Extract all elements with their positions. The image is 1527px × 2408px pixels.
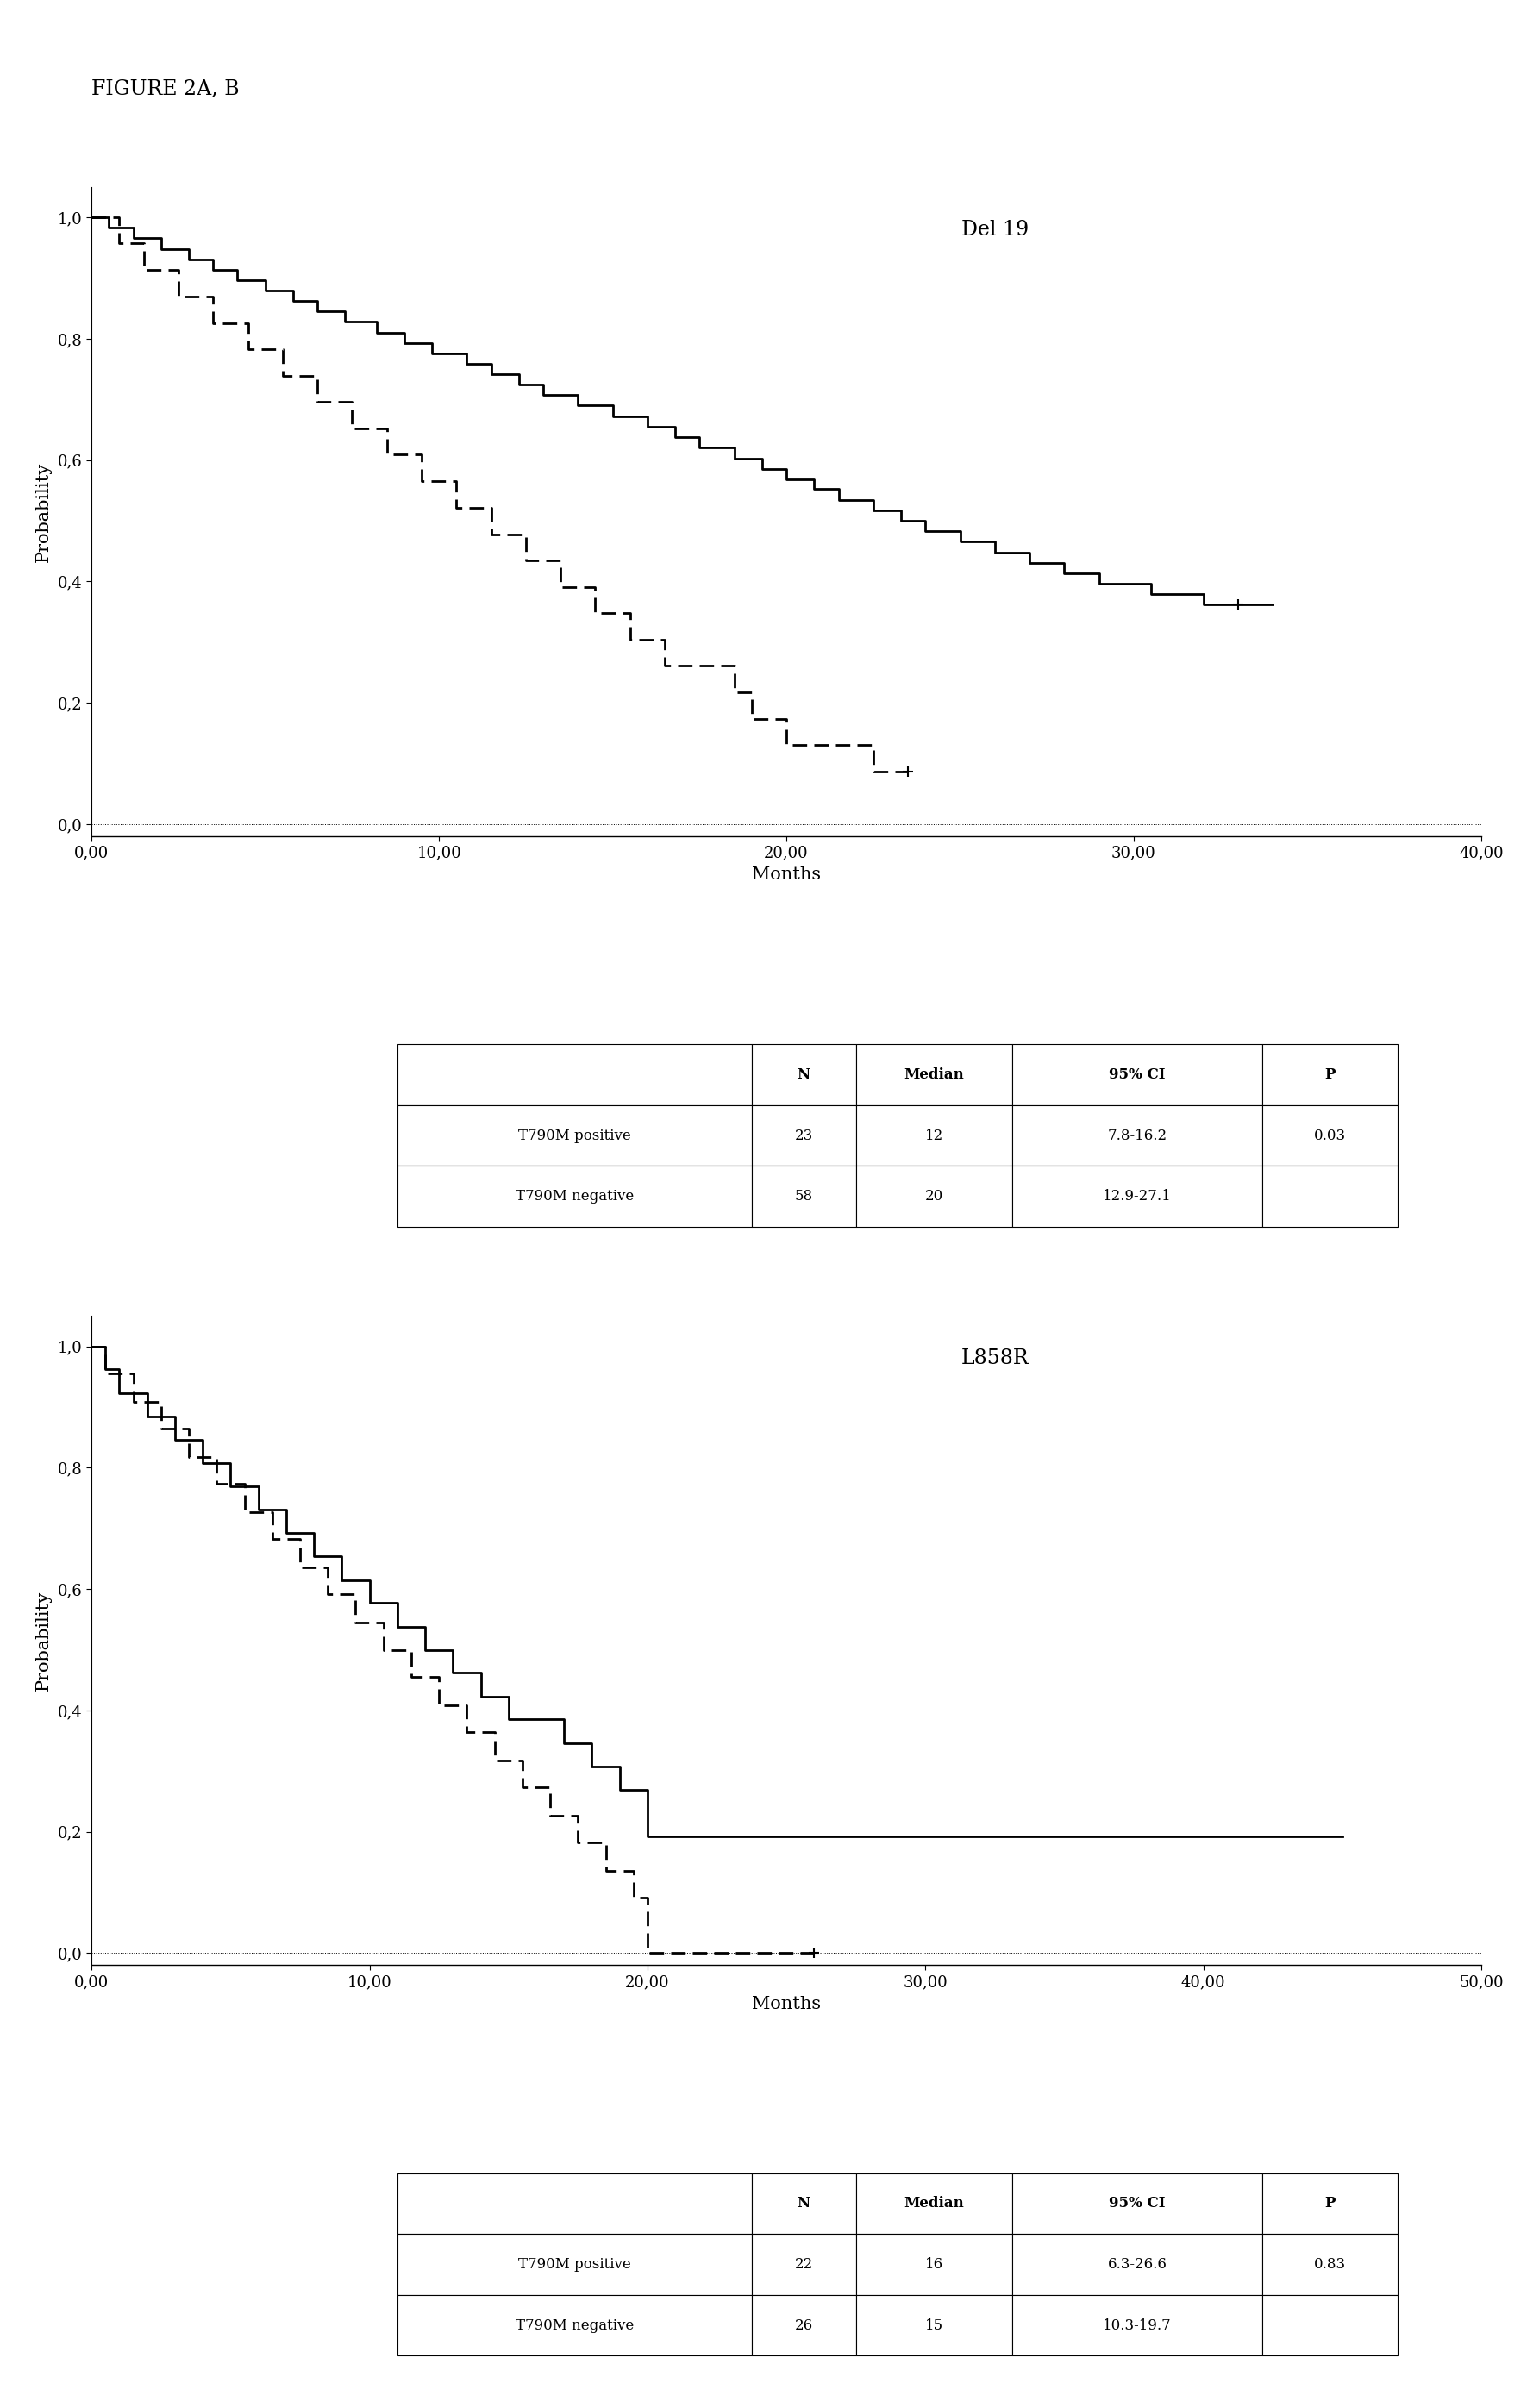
Bar <box>855 2172 1012 2235</box>
Text: 12: 12 <box>925 1129 944 1144</box>
Text: 15: 15 <box>925 2319 944 2333</box>
X-axis label: Months: Months <box>751 1996 822 2013</box>
Bar <box>1012 1105 1263 1165</box>
Text: 23: 23 <box>794 1129 812 1144</box>
Bar <box>855 1165 1012 1226</box>
Bar <box>1263 2235 1397 2295</box>
Bar <box>1263 2172 1397 2235</box>
Bar <box>1012 2295 1263 2355</box>
Text: T790M positive: T790M positive <box>518 1129 631 1144</box>
Text: T790M negative: T790M negative <box>515 2319 634 2333</box>
Bar <box>1263 2295 1397 2355</box>
Bar <box>1012 1045 1263 1105</box>
Text: Median: Median <box>904 1067 964 1081</box>
Text: P: P <box>1325 1067 1336 1081</box>
Bar <box>751 2295 855 2355</box>
Bar <box>751 1105 855 1165</box>
Text: P: P <box>1325 2196 1336 2211</box>
Bar <box>855 1045 1012 1105</box>
Y-axis label: Probability: Probability <box>35 462 52 561</box>
Text: 6.3-26.6: 6.3-26.6 <box>1107 2256 1167 2271</box>
Text: 95% CI: 95% CI <box>1109 1067 1165 1081</box>
Bar <box>397 2295 751 2355</box>
Bar <box>1263 1045 1397 1105</box>
Text: Median: Median <box>904 2196 964 2211</box>
Text: 16: 16 <box>925 2256 944 2271</box>
Text: 58: 58 <box>794 1190 812 1204</box>
Bar <box>397 1165 751 1226</box>
Bar <box>751 1165 855 1226</box>
Bar <box>397 1045 751 1105</box>
Bar <box>1012 2235 1263 2295</box>
Text: 20: 20 <box>925 1190 944 1204</box>
Text: Del 19: Del 19 <box>960 219 1029 238</box>
Text: 95% CI: 95% CI <box>1109 2196 1165 2211</box>
Bar <box>1012 1165 1263 1226</box>
Text: N: N <box>797 2196 811 2211</box>
Bar <box>1263 1105 1397 1165</box>
X-axis label: Months: Months <box>751 867 822 884</box>
Bar <box>751 1045 855 1105</box>
Bar <box>855 2235 1012 2295</box>
Text: T790M positive: T790M positive <box>518 2256 631 2271</box>
Text: N: N <box>797 1067 811 1081</box>
Bar <box>397 2235 751 2295</box>
Bar <box>1263 1165 1397 1226</box>
Text: T790M negative: T790M negative <box>515 1190 634 1204</box>
Text: 0.83: 0.83 <box>1315 2256 1347 2271</box>
Text: L858R: L858R <box>960 1348 1029 1368</box>
Y-axis label: Probability: Probability <box>35 1592 52 1690</box>
Bar <box>751 2172 855 2235</box>
Bar <box>751 2235 855 2295</box>
Text: 12.9-27.1: 12.9-27.1 <box>1102 1190 1171 1204</box>
Text: 26: 26 <box>794 2319 812 2333</box>
Text: FIGURE 2A, B: FIGURE 2A, B <box>92 79 240 99</box>
Bar <box>1012 2172 1263 2235</box>
Bar <box>397 2172 751 2235</box>
Text: 10.3-19.7: 10.3-19.7 <box>1102 2319 1171 2333</box>
Text: 0.03: 0.03 <box>1315 1129 1347 1144</box>
Text: 7.8-16.2: 7.8-16.2 <box>1107 1129 1167 1144</box>
Bar <box>855 1105 1012 1165</box>
Bar <box>397 1105 751 1165</box>
Bar <box>855 2295 1012 2355</box>
Text: 22: 22 <box>794 2256 812 2271</box>
